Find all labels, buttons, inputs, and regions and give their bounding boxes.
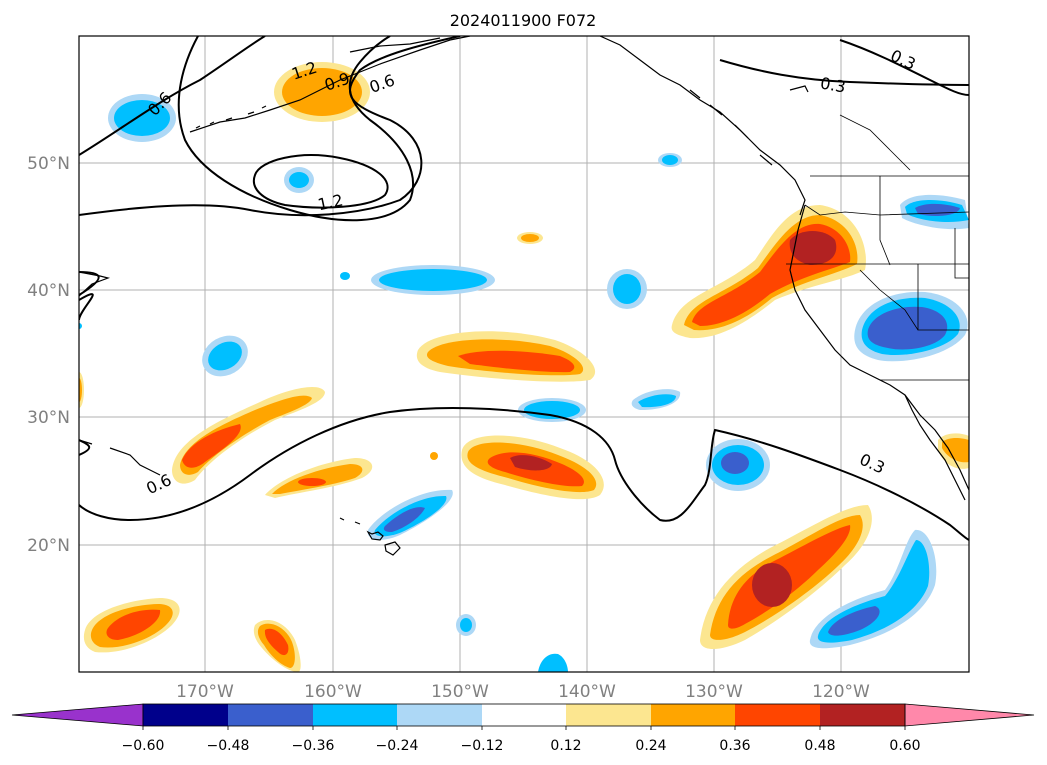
boundaries — [786, 114, 969, 381]
lon-label: 130°W — [685, 682, 743, 702]
colorbar-segment — [228, 704, 313, 726]
colorbar-tick-label: 0.36 — [719, 738, 750, 754]
lat-axis: 50°N 40°N 30°N 20°N — [27, 154, 70, 556]
colorbar-tick-label: −0.24 — [376, 738, 419, 754]
colorbar-tick-label: −0.12 — [461, 738, 504, 754]
coastlines — [79, 36, 969, 556]
contour-label: 1.2 — [316, 190, 345, 214]
colorbar-frame — [142, 703, 906, 727]
lon-label: 150°W — [431, 682, 489, 702]
lon-label: 120°W — [812, 682, 870, 702]
colorbar-tick-label: 0.48 — [804, 738, 835, 754]
lon-label: 160°W — [304, 682, 362, 702]
colorbar-segment — [566, 704, 651, 726]
colorbar-segment — [397, 704, 482, 726]
lat-label: 30°N — [27, 408, 70, 428]
line-contours — [79, 36, 969, 541]
colorbar-segment — [820, 704, 905, 726]
lat-label: 40°N — [27, 281, 70, 301]
colorbar-tick-label: 0.60 — [889, 738, 920, 754]
colorbar-extend-min — [11, 703, 144, 727]
lat-label: 50°N — [27, 154, 70, 174]
colorbar-segment — [482, 704, 566, 726]
colorbar-tick-label: 0.24 — [635, 738, 666, 754]
colorbar-segment — [143, 704, 228, 726]
colorbar-tick-label: −0.48 — [207, 738, 250, 754]
map-frame — [78, 35, 970, 673]
map-title: 2024011900 F072 — [450, 11, 597, 30]
colorbar-tick-label: 0.12 — [550, 738, 581, 754]
contour-label: 0.3 — [819, 73, 847, 96]
colorbar-tick-label: −0.60 — [122, 738, 165, 754]
colorbar-segment — [651, 704, 735, 726]
lon-label: 140°W — [558, 682, 616, 702]
lat-label: 20°N — [27, 536, 70, 556]
lon-label: 170°W — [176, 682, 234, 702]
colorbar-extend-max — [904, 703, 1035, 727]
colorbar-segment — [313, 704, 397, 726]
colorbar-segment — [735, 704, 820, 726]
colorbar-tick-label: −0.36 — [292, 738, 335, 754]
lon-axis: 170°W 160°W 150°W 140°W 130°W 120°W — [176, 682, 870, 702]
colorbar: −0.60 −0.48 −0.36 −0.24 −0.12 0.12 0.24 … — [11, 703, 1035, 754]
